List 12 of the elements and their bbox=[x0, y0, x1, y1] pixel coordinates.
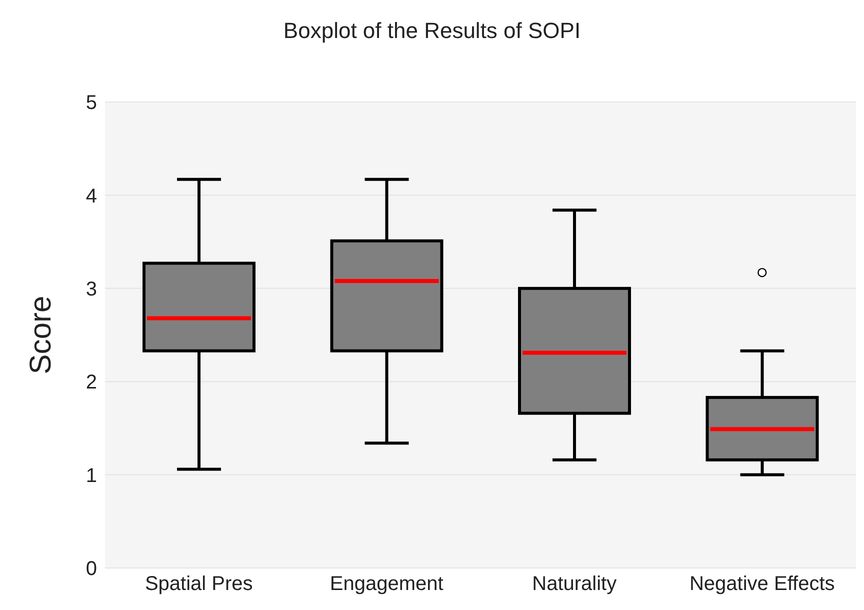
y-tick-label: 5 bbox=[86, 92, 97, 114]
y-tick-label: 0 bbox=[86, 558, 97, 580]
chart-title: Boxplot of the Results of SOPI bbox=[282, 18, 582, 44]
y-tick-label: 3 bbox=[86, 278, 97, 300]
x-tick-label: Negative Effects bbox=[689, 573, 835, 596]
x-tick-label: Spatial Pres bbox=[144, 573, 253, 596]
y-tick-label: 4 bbox=[86, 185, 97, 208]
y-tick-label: 1 bbox=[86, 464, 97, 487]
y-axis-title: Score bbox=[24, 296, 58, 374]
x-tick-label: Engagement bbox=[330, 573, 444, 596]
x-tick-label: Naturality bbox=[532, 573, 617, 596]
y-tick-label: 2 bbox=[86, 372, 97, 394]
